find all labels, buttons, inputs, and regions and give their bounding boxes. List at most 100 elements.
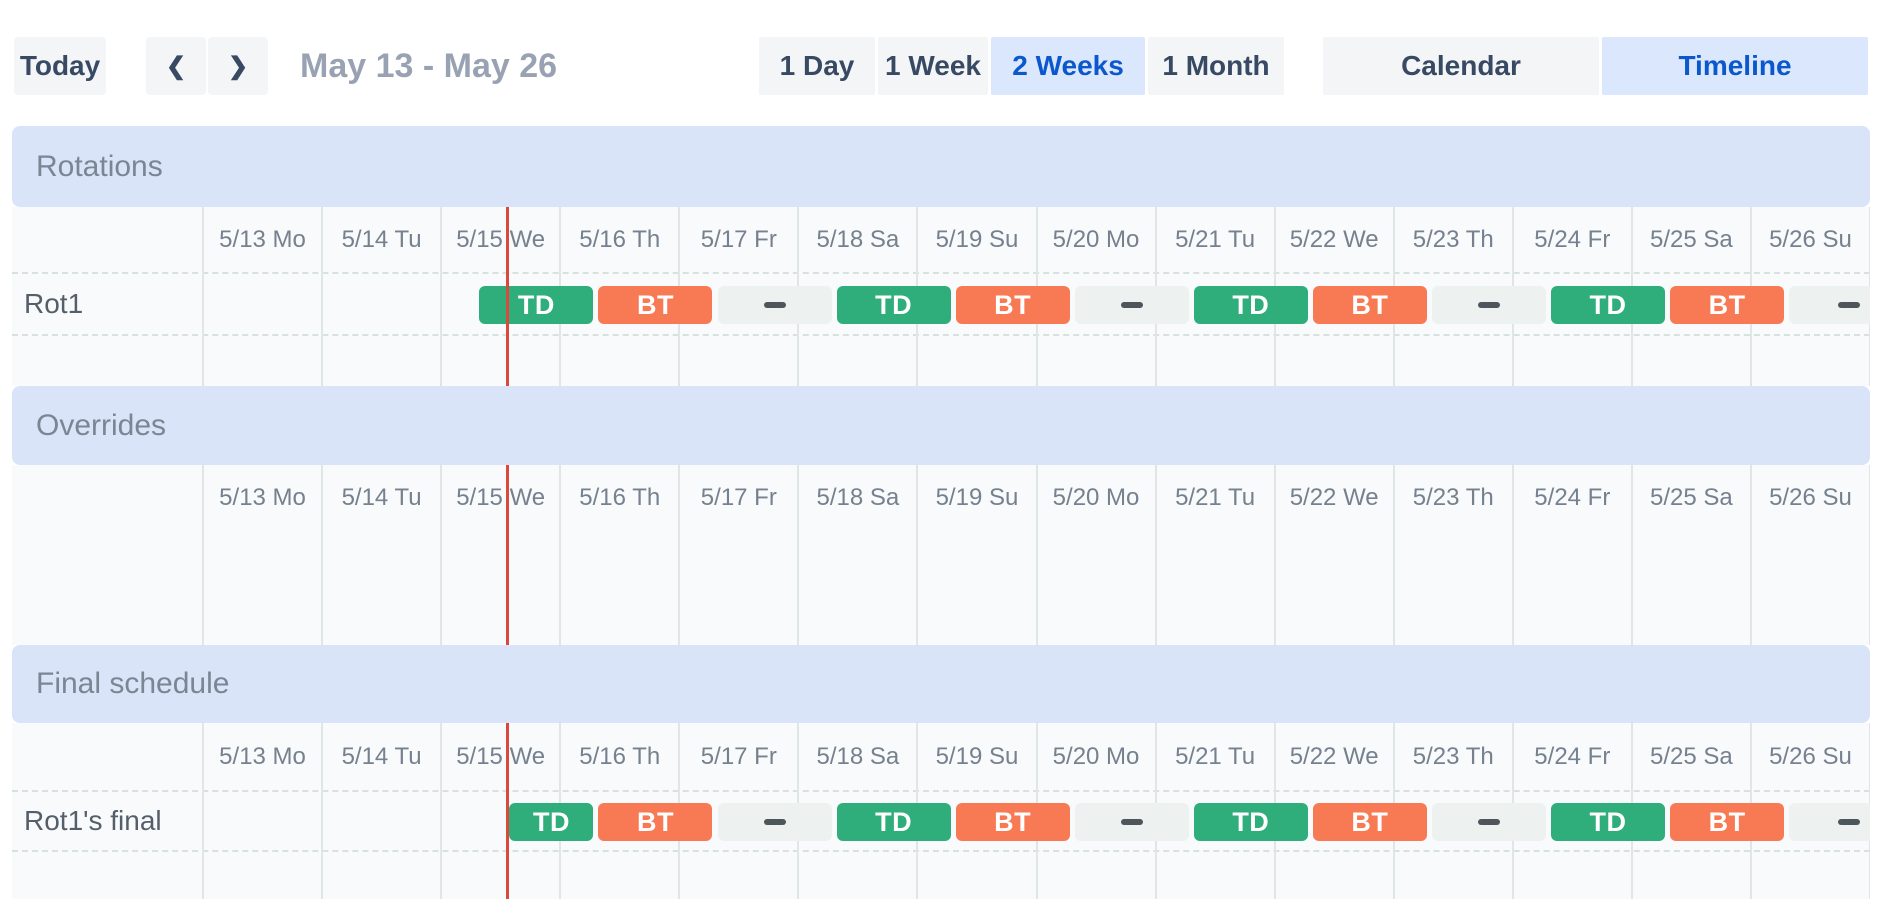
day-header-cell: 5/22 We	[1289, 483, 1379, 511]
view-mode-segmented-control: Calendar Timeline	[1323, 37, 1868, 95]
grid-column-line	[440, 465, 443, 645]
empty-slot-dash-icon	[763, 819, 786, 825]
day-header-cell: 5/17 Fr	[700, 483, 777, 511]
shift-block-bt[interactable]: BT	[955, 286, 1070, 324]
grid-column-line	[678, 465, 681, 645]
shift-block-bt[interactable]: BT	[598, 286, 713, 324]
shift-block-bt[interactable]: BT	[1670, 803, 1785, 841]
day-header-cell: 5/20 Mo	[1052, 225, 1140, 253]
shift-block-td[interactable]: TD	[1193, 803, 1308, 841]
zoom-option-1-day[interactable]: 1 Day	[759, 37, 875, 95]
chevron-left-icon: ❮	[165, 52, 187, 80]
empty-grid-row	[12, 530, 1870, 645]
grid-column-line	[1392, 465, 1395, 645]
day-header-cell: 5/26 Su	[1769, 225, 1852, 253]
grid-column-line	[202, 465, 204, 645]
day-header-cell: 5/24 Fr	[1534, 742, 1611, 770]
day-header-cell: 5/14 Tu	[341, 483, 422, 511]
shift-block-td[interactable]: TD	[1193, 286, 1308, 324]
empty-slot-block	[1431, 803, 1546, 841]
grid-column-line	[559, 465, 562, 645]
shift-block-td[interactable]: TD	[836, 286, 951, 324]
now-indicator-line	[505, 723, 509, 899]
chevron-right-icon: ❯	[227, 52, 249, 80]
shift-block-bt[interactable]: BT	[598, 803, 713, 841]
shift-block-bt[interactable]: BT	[1312, 803, 1427, 841]
day-header-cell: 5/14 Tu	[341, 742, 422, 770]
day-header-row: 5/13 Mo 5/14 Tu 5/15 We 5/16 Th 5/17 Fr 5/18 …	[12, 465, 1870, 530]
section-title: Rotations	[36, 149, 163, 183]
day-header-cell: 5/19 Su	[935, 225, 1019, 253]
day-header-cell: 5/19 Su	[935, 742, 1019, 770]
empty-slot-dash-icon	[1120, 302, 1143, 308]
day-header-cell: 5/21 Tu	[1175, 225, 1256, 253]
day-header-cell: 5/19 Su	[935, 483, 1019, 511]
day-header-cell: 5/21 Tu	[1175, 742, 1256, 770]
zoom-option-1-week[interactable]: 1 Week	[878, 37, 988, 95]
day-header-cell: 5/14 Tu	[341, 225, 422, 253]
schedule-timeline-panel: Rotations 5/13 Mo 5/14 Tu 5/15 We 5/16 Th 5/1…	[12, 126, 1870, 899]
zoom-level-segmented-control: 1 Day 1 Week 2 Weeks 1 Month	[759, 37, 1284, 95]
day-header-cell: 5/15 We	[456, 225, 546, 253]
shift-block-bt[interactable]: BT	[1670, 286, 1785, 324]
previous-period-button[interactable]: ❮	[146, 37, 206, 95]
shift-block-td[interactable]: TD	[509, 803, 594, 841]
grid-column-line	[1154, 465, 1157, 645]
grid-column-line	[1035, 465, 1038, 645]
section-title: Final schedule	[36, 667, 230, 700]
empty-slot-dash-icon	[1838, 819, 1861, 825]
day-header-cell: 5/21 Tu	[1175, 483, 1256, 511]
day-header-cell: 5/25 Sa	[1650, 225, 1733, 253]
day-header-row: 5/13 Mo 5/14 Tu 5/15 We 5/16 Th 5/17 Fr 5/18 …	[12, 207, 1870, 272]
date-range-title: May 13 - May 26	[300, 46, 558, 85]
day-header-cell: 5/13 Mo	[219, 225, 306, 253]
day-header-cell: 5/17 Fr	[700, 225, 777, 253]
shift-block-bt[interactable]: BT	[955, 803, 1070, 841]
day-header-cell: 5/23 Th	[1412, 225, 1494, 253]
empty-slot-block	[1431, 286, 1546, 324]
today-button[interactable]: Today	[14, 37, 106, 95]
empty-slot-block	[1074, 803, 1189, 841]
schedule-row: Rot1 TD BT TD BT TD BT TD BT	[12, 272, 1870, 334]
next-period-button[interactable]: ❯	[208, 37, 268, 95]
grid-column-line	[440, 207, 443, 386]
view-option-timeline[interactable]: Timeline	[1602, 37, 1868, 95]
toolbar: Today ❮ ❯ May 13 - May 26 1 Day 1 Week 2 W…	[0, 0, 1892, 126]
day-header-cell: 5/17 Fr	[700, 742, 777, 770]
shift-block-td[interactable]: TD	[1551, 803, 1666, 841]
grid-column-line	[202, 207, 204, 386]
zoom-option-2-weeks[interactable]: 2 Weeks	[991, 37, 1145, 95]
grid-column-line	[916, 465, 919, 645]
empty-slot-block	[1074, 286, 1189, 324]
zoom-option-1-month[interactable]: 1 Month	[1148, 37, 1284, 95]
row-label: Rot1's final	[24, 805, 162, 836]
day-header-cell: 5/16 Th	[579, 225, 661, 253]
day-header-cell: 5/26 Su	[1769, 483, 1852, 511]
shift-block-td[interactable]: TD	[1551, 286, 1666, 324]
section-grid-final-schedule: 5/13 Mo 5/14 Tu 5/15 We 5/16 Th 5/17 Fr 5/18 …	[12, 723, 1870, 899]
empty-slot-block	[1789, 286, 1870, 324]
empty-slot-block	[1789, 803, 1870, 841]
schedule-row	[12, 334, 1870, 386]
shift-block-td[interactable]: TD	[479, 286, 594, 324]
row-label: Rot1	[24, 288, 84, 319]
grid-column-line	[1273, 465, 1276, 645]
day-header-cell: 5/20 Mo	[1052, 742, 1140, 770]
day-header-cell: 5/13 Mo	[219, 742, 306, 770]
day-header-cell: 5/25 Sa	[1650, 742, 1733, 770]
empty-slot-block	[717, 286, 832, 324]
shift-block-bt[interactable]: BT	[1312, 286, 1427, 324]
empty-slot-dash-icon	[1477, 302, 1500, 308]
day-header-cell: 5/22 We	[1289, 742, 1379, 770]
day-header-cell: 5/24 Fr	[1534, 483, 1611, 511]
section-band-final-schedule: Final schedule	[12, 645, 1870, 723]
empty-slot-dash-icon	[763, 302, 786, 308]
shift-block-td[interactable]: TD	[836, 803, 951, 841]
day-header-cell: 5/18 Sa	[816, 225, 900, 253]
day-header-cell: 5/26 Su	[1769, 742, 1852, 770]
view-option-calendar[interactable]: Calendar	[1323, 37, 1599, 95]
grid-column-line	[440, 723, 443, 899]
now-indicator-line	[505, 465, 509, 645]
empty-slot-block	[717, 803, 832, 841]
section-grid-rotations: 5/13 Mo 5/14 Tu 5/15 We 5/16 Th 5/17 Fr 5/18 …	[12, 207, 1870, 386]
